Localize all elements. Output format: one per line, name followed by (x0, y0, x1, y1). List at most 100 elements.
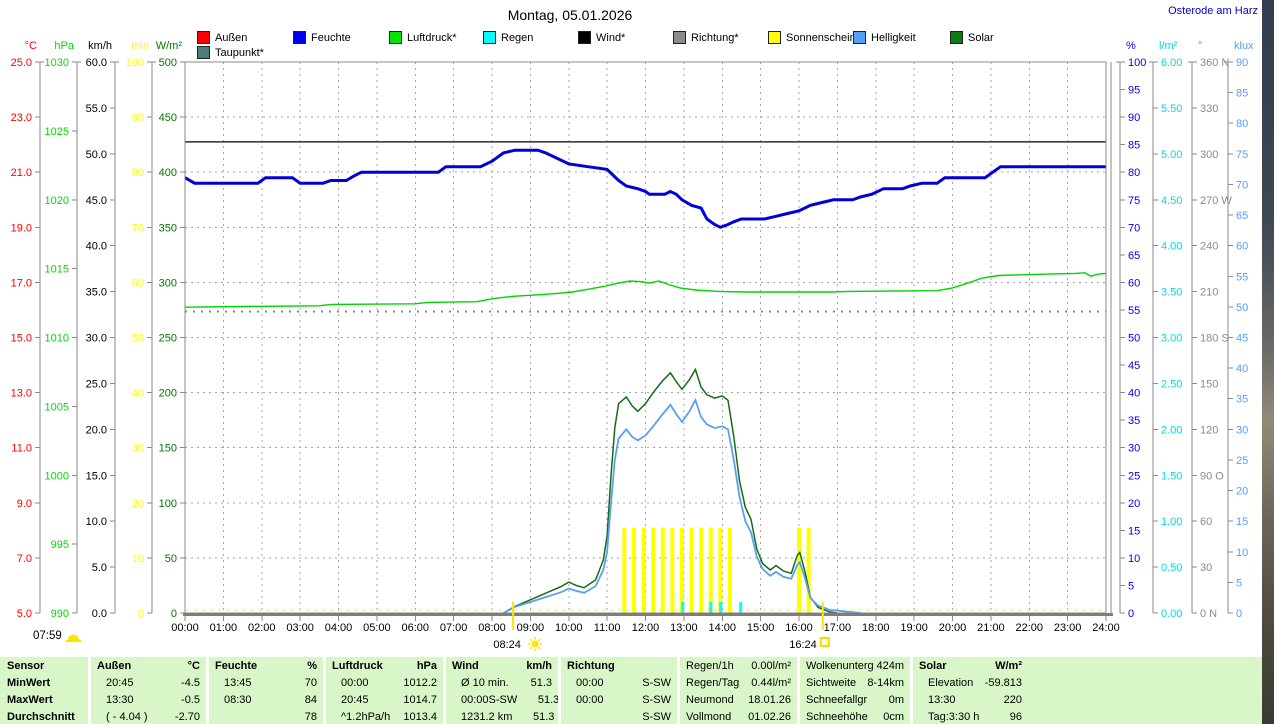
svg-text:24:00: 24:00 (1092, 622, 1120, 634)
legend-label: Sonnenschein (786, 31, 856, 44)
y-axes: 25.0 23.0 21.0 19.0 17.0 15.0 13.0 11.0 9.0 7.0 5.… (11, 40, 1254, 620)
svg-text:0.00: 0.00 (1161, 608, 1182, 620)
svg-text:23.0: 23.0 (11, 112, 32, 124)
svg-text:70: 70 (132, 222, 144, 234)
svg-text:50: 50 (132, 333, 144, 345)
svg-text:14:00: 14:00 (708, 622, 736, 634)
svg-text:65: 65 (1128, 250, 1140, 262)
table-row: 00:00 S-SW (561, 674, 677, 691)
table-row: 20:45 1014.7 (326, 691, 443, 708)
plot-frame (183, 61, 1113, 616)
svg-text:0.50: 0.50 (1161, 562, 1182, 574)
svg-text:450: 450 (159, 112, 177, 124)
table-cell: 8-14km (867, 676, 904, 689)
table-cell: 51.3 (537, 693, 558, 706)
table-cell: MaxWert (7, 693, 53, 706)
legend-item: Wind* (578, 31, 625, 44)
svg-text:40: 40 (1128, 388, 1140, 400)
svg-text:11:00: 11:00 (594, 622, 621, 634)
svg-text:90: 90 (132, 112, 144, 124)
svg-text:1030: 1030 (45, 57, 69, 69)
table-cell: 0.00l/m² (751, 659, 791, 672)
table-row: Luftdruck hPa (326, 657, 443, 674)
table-cell: 424m (876, 659, 904, 672)
table-row: 13:30 -0.5 (91, 691, 206, 708)
legend-label: Taupunkt* (215, 46, 264, 59)
table-cell: 0m (888, 693, 904, 706)
svg-text:0: 0 (1236, 608, 1242, 620)
svg-text:15.0: 15.0 (11, 333, 32, 345)
svg-text:60: 60 (132, 277, 144, 289)
svg-text:350: 350 (159, 222, 177, 234)
station-link[interactable]: Osterode am Harz (1168, 5, 1258, 17)
table-column: Luftdruck hPa 00:00 1012.2 20:45 1014.7 ^1.2hP… (323, 657, 443, 724)
svg-text:35: 35 (1236, 394, 1248, 406)
table-row: Tag:3:30 h 96 (913, 708, 1028, 724)
table-row: 78 (209, 708, 323, 724)
legend-label: Luftdruck* (407, 31, 457, 44)
svg-text:03:00: 03:00 (286, 622, 314, 634)
table-cell: 51.3 (530, 676, 552, 689)
svg-text:3.50: 3.50 (1161, 287, 1182, 299)
svg-text:85: 85 (1236, 88, 1248, 100)
table-row: MinWert (0, 674, 88, 691)
table-row: Wolkenunterg 424m (800, 657, 910, 674)
svg-text:20.0: 20.0 (86, 424, 107, 436)
table-cell: S-SW (642, 676, 671, 689)
svg-text:17:00: 17:00 (824, 622, 852, 634)
sonnenschein-bars (622, 527, 811, 613)
svg-text:07:00: 07:00 (440, 622, 468, 634)
table-cell: Regen/1h (686, 659, 734, 672)
series-feuchte (184, 148, 1106, 229)
table-cell: Elevation (928, 676, 974, 689)
sunrise-sun-icon (528, 637, 543, 651)
legend-swatch-icon (483, 31, 496, 44)
svg-text:08:00: 08:00 (478, 622, 506, 634)
table-cell: 96 (1009, 710, 1022, 723)
table-row: 08:30 84 (209, 691, 323, 708)
svg-text:25.0: 25.0 (11, 57, 32, 69)
svg-text:35.0: 35.0 (86, 287, 107, 299)
svg-text:90 O: 90 O (1200, 470, 1224, 482)
svg-text:19:00: 19:00 (900, 622, 928, 634)
table-cell: 13:45 (224, 676, 252, 689)
svg-text:20: 20 (1128, 498, 1140, 510)
table-row: 00:00 S-SW 51.3 (446, 691, 558, 708)
svg-text:hPa: hPa (54, 40, 74, 52)
table-cell: 1012.2 (403, 676, 437, 689)
svg-text:1.50: 1.50 (1161, 470, 1182, 482)
table-row: 00:00 1012.2 (326, 674, 443, 691)
legend-item: Feuchte (293, 31, 351, 44)
svg-text:10: 10 (1236, 547, 1248, 559)
legend-swatch-icon (578, 31, 591, 44)
table-cell: Wind (452, 659, 479, 672)
svg-text:20:00: 20:00 (939, 622, 967, 634)
table-cell: 01.02.26 (748, 710, 791, 723)
table-cell: -0.5 (181, 693, 200, 706)
svg-text:5.0: 5.0 (92, 562, 107, 574)
svg-text:30: 30 (1128, 443, 1140, 455)
desktop-wallpaper-edge (1262, 0, 1274, 724)
svg-text:25: 25 (1236, 455, 1248, 467)
table-cell: Feuchte (215, 659, 258, 672)
table-column: Solar W/m² Elevation -59.813 13:30 220 Tag:3:3… (910, 657, 1028, 724)
table-cell: 1231.2 km (461, 710, 513, 723)
svg-text:15: 15 (1128, 525, 1140, 537)
svg-text:4.00: 4.00 (1161, 241, 1182, 253)
table-column: Sensor MinWert MaxWert Durchschnitt (0, 657, 88, 724)
table-cell: ^1.2hPa/h (341, 710, 391, 723)
legend-label: Richtung* (691, 31, 739, 44)
svg-text:1020: 1020 (45, 195, 69, 207)
table-cell: 78 (304, 710, 317, 723)
table-row: Elevation -59.813 (913, 674, 1028, 691)
svg-text:0: 0 (138, 608, 144, 620)
svg-text:0.0: 0.0 (92, 608, 107, 620)
chart-svg: 25.0 23.0 21.0 19.0 17.0 15.0 13.0 11.0 9.0 7.0 5.… (11, 40, 1254, 651)
svg-text:90: 90 (1128, 112, 1140, 124)
chart-grid (185, 62, 1106, 613)
svg-text:250: 250 (159, 333, 177, 345)
table-cell: 13:30 (106, 693, 134, 706)
svg-text:100: 100 (1128, 57, 1146, 69)
svg-text:°: ° (1198, 40, 1202, 52)
